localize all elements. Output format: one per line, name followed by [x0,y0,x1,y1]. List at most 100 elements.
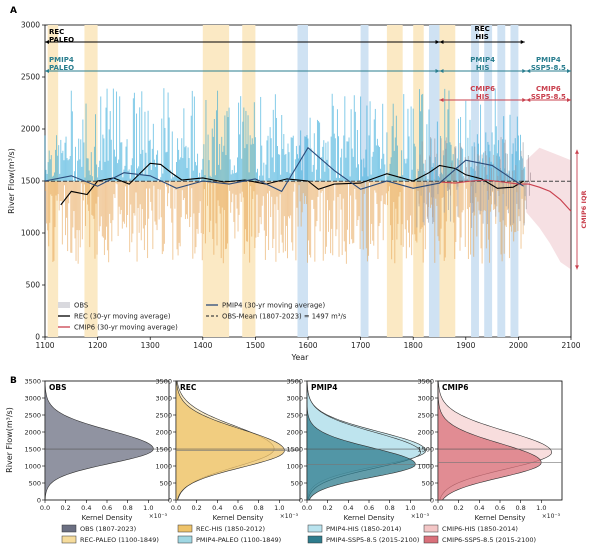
panel-b-ylabel: River Flow(m³/s) [5,407,14,473]
legend-swatch [177,535,193,544]
y-tick-label: 1000 [155,463,172,471]
rec-his-arrow-head-right [520,40,525,44]
density-panel-title: REC [180,383,197,392]
pmip4-ssp-arrow-head-right [567,69,571,73]
pmip4-his-arrow-head-left [439,69,444,73]
y-tick-label: 500 [291,480,303,488]
x-tick-label: 2000 [509,341,528,350]
density-curve [306,381,416,501]
rec-paleo-arrow-head-left [45,40,49,44]
rec-paleo-label: REC [49,28,64,36]
legend-label: CMIP6 (30-yr moving average) [74,324,178,332]
pmip4-ssp-label: PMIP4 [536,56,561,64]
x-tick-label: 1600 [298,341,317,350]
x-tick-label: 1800 [404,341,423,350]
legend-swatch [423,535,439,544]
series-line-0 [60,162,524,206]
density-xlabel: Kernel Density [475,514,526,522]
x-tick-label: 0.2 [322,504,332,512]
x-tick-label: 1.0 [143,504,153,512]
x-tick-label: 0.4 [474,504,484,512]
panel-b-legend: OBS (1807-2023) REC-PALEO (1100-1849) REC-… [61,524,536,544]
x-tick-label: 0.8 [515,504,525,512]
panel-a-xlabel: Year [291,353,310,362]
legend-swatch [307,524,323,533]
density-panel-pmip4: PMIP4 0.0 0.2 0.4 0.6 0.8 1.0 Kernel Density ×10… [286,378,432,522]
density-multiplier: ×10⁻³ [280,513,299,520]
y-tick-label: 0 [168,497,172,505]
pmip4-paleo-label: PALEO [49,64,74,72]
y-tick-label: 3500 [417,378,434,386]
density-panel-rec: REC 0.0 0.2 0.4 0.6 0.8 1.0 Kernel Density ×10⁻³… [155,378,301,522]
density-panel-obs: OBS 0.0 0.2 0.4 0.6 0.8 1.0 Kernel Density ×10⁻³… [24,378,170,522]
panel-a-ylabel: River Flow(m³/s) [7,148,16,214]
legend-swatch [61,524,77,533]
y-tick-label: 3500 [286,378,303,386]
y-tick-label: 500 [160,480,172,488]
cmip6-his-arrow-head-left [439,98,444,102]
x-tick-label: 0.0 [433,504,443,512]
legend-label: PMIP4-SSP5-8.5 (2015-2100) [326,536,419,544]
cmip6-ssp-label: CMIP6 [536,85,561,93]
legend-label: REC (30-yr moving average) [74,313,171,321]
y-tick-label: 500 [422,480,434,488]
x-tick-label: 0.0 [40,504,50,512]
cmip6-iqr-label: CMIP6 IQR [580,191,588,229]
x-tick-label: 1700 [351,341,370,350]
x-tick-label: 2100 [561,341,580,350]
cmip6-his-arrow-head-right [522,98,527,102]
cmip6-his-label: CMIP6 [470,85,495,93]
y-tick-label: 2000 [417,429,434,437]
pmip4-paleo-arrow-head-right [435,69,440,73]
series-line-2 [44,146,524,193]
y-tick-label: 2500 [286,412,303,420]
x-tick-label: 0.4 [81,504,91,512]
y-tick-label: 3000 [24,395,41,403]
y-tick-label: 500 [26,281,41,290]
pmip4-his-label: HIS [476,64,490,72]
x-tick-label: 0.2 [453,504,463,512]
y-tick-label: 1000 [21,229,40,238]
y-tick-label: 0 [35,333,40,342]
density-xlabel: Kernel Density [82,514,133,522]
x-tick-label: 0.6 [102,504,112,512]
x-tick-label: 0.2 [191,504,201,512]
density-panel-title: CMIP6 [442,383,468,392]
y-tick-label: 1000 [417,463,434,471]
x-tick-label: 0.2 [60,504,70,512]
rec-his-label: REC [474,25,489,33]
x-tick-label: 1400 [193,341,212,350]
density-panel-cmip6: CMIP6 0.0 0.2 0.4 0.6 0.8 1.0 Kernel Density ×10… [417,378,563,522]
legend-label: CMIP6-HIS (1850-2014) [442,525,518,533]
pmip4-ssp-label: SSP5-8.5 [531,64,566,72]
x-tick-label: 1100 [35,341,54,350]
rec-his-arrow-head-left [439,40,444,44]
legend-label: PMIP4-PALEO (1100-1849) [196,536,281,544]
x-tick-label: 0.6 [495,504,505,512]
y-tick-label: 2000 [286,429,303,437]
legend-swatch [58,302,70,308]
x-tick-label: 0.6 [364,504,374,512]
legend-label: OBS (1807-2023) [80,525,136,533]
y-tick-label: 2500 [21,73,40,82]
x-tick-label: 1200 [88,341,107,350]
legend-swatch [61,535,77,544]
legend-label: REC-HIS (1850-2012) [196,525,265,533]
cmip6-iqr-arrow-head-bottom [575,265,579,270]
x-tick-label: 0.0 [302,504,312,512]
density-panel-title: PMIP4 [311,383,337,392]
y-tick-label: 3000 [286,395,303,403]
y-tick-label: 1500 [155,446,172,454]
y-tick-label: 2500 [417,412,434,420]
y-tick-label: 0 [299,497,303,505]
legend-label: PMIP4 (30-yr moving average) [222,302,325,310]
pmip4-ssp-arrow-head-left [526,69,531,73]
x-tick-label: 1900 [456,341,475,350]
x-tick-label: 0.6 [233,504,243,512]
y-tick-label: 1000 [24,463,41,471]
y-tick-label: 2000 [155,429,172,437]
x-tick-label: 0.8 [253,504,263,512]
legend-label: REC-PALEO (1100-1849) [80,536,159,544]
legend-label: OBS [74,302,88,310]
